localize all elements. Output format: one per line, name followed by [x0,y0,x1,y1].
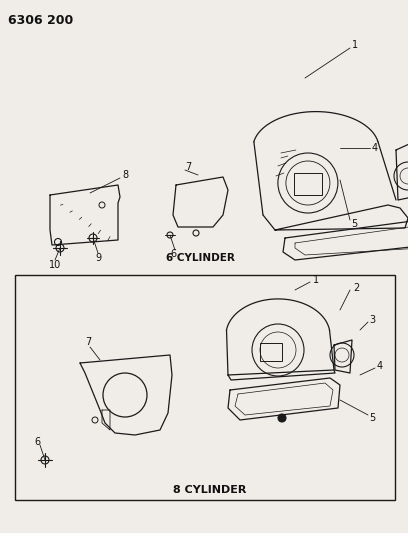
Text: 3: 3 [369,315,375,325]
Text: 8: 8 [122,170,128,180]
Text: 4: 4 [377,361,383,371]
Text: 2: 2 [353,283,359,293]
Text: 7: 7 [185,162,191,172]
Text: 9: 9 [95,253,101,263]
Bar [15,275,395,500]
Text: 7: 7 [85,337,91,347]
Bar [260,343,282,361]
Text: 1: 1 [352,40,358,50]
Text: 1: 1 [313,275,319,285]
Text: 5: 5 [351,219,357,229]
Circle shape [278,414,286,422]
Text: 6: 6 [34,437,40,447]
Text: 5: 5 [369,413,375,423]
Bar [294,173,322,195]
Text: 8 CYLINDER: 8 CYLINDER [173,485,247,495]
Text: 6 CYLINDER: 6 CYLINDER [166,253,235,263]
Text: 6306 200: 6306 200 [8,14,73,27]
Text: 6: 6 [170,249,176,259]
Text: 10: 10 [49,260,61,270]
Text: 4: 4 [372,143,378,153]
